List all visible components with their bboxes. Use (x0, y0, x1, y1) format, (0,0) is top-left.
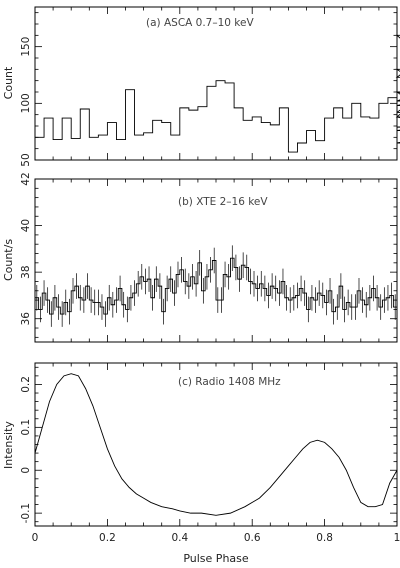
panel-a-ytick-label: 50 (20, 153, 32, 166)
panel-c-xtick-label: 0.6 (244, 532, 261, 544)
panel-c-xtick-label: 0.8 (316, 532, 333, 544)
panel-b-data (35, 245, 397, 327)
panel-b-title: (b) XTE 2–16 keV (178, 196, 268, 208)
panel-c-ytick-label: 0.1 (20, 419, 32, 436)
panel-c-ytick-label: 0.2 (20, 376, 32, 393)
panel-c-ylabel: Intensity (2, 421, 15, 469)
panel-c-xtick-label: 1 (394, 532, 400, 544)
panel-a-asca: (a) ASCA 0.7–10 keV Count 50 100 150 (2, 6, 400, 167)
panel-b-step-line (35, 257, 397, 315)
panel-c-xtick-label: 0.2 (99, 532, 116, 544)
panel-b-ytick-label: 38 (20, 265, 32, 278)
panel-c-profile-line (34, 373, 398, 516)
panel-c-title: (c) Radio 1408 MHz (178, 376, 281, 388)
panel-b-ylabel: Count/s (2, 239, 15, 281)
panel-a-step-line (35, 34, 400, 153)
panel-c-radio: (c) Radio 1408 MHz Intensity Pulse Phase… (2, 362, 400, 565)
panel-b-ytick-label: 36 (20, 312, 32, 326)
panel-b-xte: (b) XTE 2–16 keV Count/s 36 38 40 42 (2, 172, 398, 343)
panel-a-data (35, 34, 400, 153)
panel-a-ytick-label: 100 (20, 93, 32, 113)
panel-c-data (34, 373, 398, 516)
panel-c-ytick-label: -0.1 (20, 503, 32, 524)
panel-c-xtick-label: 0 (32, 532, 39, 544)
panel-a-ylabel: Count (2, 66, 15, 99)
panel-c-ytick-label: 0 (20, 467, 32, 474)
panel-c-xtick-label: 0.4 (171, 532, 188, 544)
panel-a-ytick-label: 150 (20, 37, 32, 57)
panel-a-ticks: 50 100 150 (20, 7, 398, 167)
panel-a-title: (a) ASCA 0.7–10 keV (146, 17, 254, 29)
panel-c-ticks: 0 0.2 0.4 0.6 0.8 1-0.100.10.2 (20, 363, 400, 544)
panel-b-ytick-label: 40 (20, 219, 32, 232)
panel-b-ytick-label: 42 (20, 172, 32, 185)
panel-c-xlabel: Pulse Phase (183, 552, 249, 565)
